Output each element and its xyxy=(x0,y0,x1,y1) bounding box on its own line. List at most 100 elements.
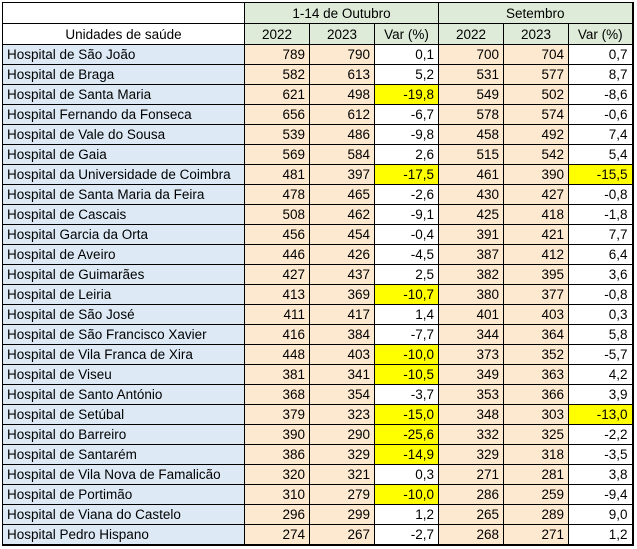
value-cell: 329 xyxy=(438,444,504,465)
variation-cell: -0,8 xyxy=(568,184,634,205)
table-row: Hospital do Barreiro 390 290 -25,6 332 325 -2,… xyxy=(2,424,634,445)
table-row: Hospital de Leiria 413 369 -10,7 380 377 -0,8 xyxy=(2,284,634,305)
value-cell: 421 xyxy=(503,224,569,245)
variation-cell: -3,7 xyxy=(374,384,439,405)
value-cell: 486 xyxy=(309,124,375,145)
hospital-name-cell: Hospital do Barreiro xyxy=(2,424,245,445)
hospital-name-cell: Hospital de Setúbal xyxy=(2,404,245,425)
value-cell: 329 xyxy=(309,444,375,465)
hospital-name-cell: Hospital de Guimarães xyxy=(2,264,245,285)
variation-cell: 7,4 xyxy=(568,124,634,145)
value-cell: 448 xyxy=(244,344,310,365)
variation-cell: -5,7 xyxy=(568,344,634,365)
table-row: Hospital de Cascais 508 462 -9,1 425 418 -1,8 xyxy=(2,204,634,225)
value-cell: 363 xyxy=(503,364,569,385)
table-row: Hospital de São Francisco Xavier 416 384 -7… xyxy=(2,324,634,345)
column-header-var-setembro: Var (%) xyxy=(568,23,634,45)
value-cell: 446 xyxy=(244,244,310,265)
hospital-name-cell: Hospital de Vila Nova de Famalicão xyxy=(2,464,245,485)
group-header-outubro: 1-14 de Outubro xyxy=(244,2,439,24)
column-header-var-outubro: Var (%) xyxy=(374,23,439,45)
variation-cell: -19,8 xyxy=(374,84,439,105)
variation-cell: -10,5 xyxy=(374,364,439,385)
value-cell: 354 xyxy=(309,384,375,405)
value-cell: 403 xyxy=(503,304,569,325)
variation-cell: 2,6 xyxy=(374,144,439,165)
table-row: Hospital de Braga 582 613 5,2 531 577 8,7 xyxy=(2,64,634,85)
value-cell: 323 xyxy=(309,404,375,425)
table-row: Hospital de Aveiro 446 426 -4,5 387 412 6,4 xyxy=(2,244,634,265)
variation-cell: -2,6 xyxy=(374,184,439,205)
value-cell: 325 xyxy=(503,424,569,445)
variation-cell: -0,8 xyxy=(568,284,634,305)
value-cell: 332 xyxy=(438,424,504,445)
table-row: Hospital de Vila Nova de Famalicão 320 321… xyxy=(2,464,634,485)
hospital-name-cell: Hospital de Aveiro xyxy=(2,244,245,265)
value-cell: 271 xyxy=(503,524,569,546)
value-cell: 569 xyxy=(244,144,310,165)
value-cell: 508 xyxy=(244,204,310,225)
variation-cell: 1,2 xyxy=(374,504,439,525)
value-cell: 584 xyxy=(309,144,375,165)
variation-cell: -25,6 xyxy=(374,424,439,445)
value-cell: 704 xyxy=(503,44,569,65)
table-row: Hospital Garcia da Orta 456 454 -0,4 391 421 7… xyxy=(2,224,634,245)
value-cell: 425 xyxy=(438,204,504,225)
column-header-row: Unidades de saúde 2022 2023 Var (%) 2022… xyxy=(2,23,634,45)
variation-cell: -10,7 xyxy=(374,284,439,305)
hospital-name-cell: Hospital de Viseu xyxy=(2,364,245,385)
table-row: Hospital de Santa Maria da Feira 478 465 -2… xyxy=(2,184,634,205)
value-cell: 390 xyxy=(244,424,310,445)
hospital-name-cell: Hospital de Cascais xyxy=(2,204,245,225)
variation-cell: -0,6 xyxy=(568,104,634,125)
value-cell: 417 xyxy=(309,304,375,325)
variation-cell: 9,0 xyxy=(568,504,634,525)
variation-cell: 2,5 xyxy=(374,264,439,285)
column-header-2022-setembro: 2022 xyxy=(438,23,504,45)
column-header-unidades: Unidades de saúde xyxy=(2,23,245,45)
value-cell: 348 xyxy=(438,404,504,425)
variation-cell: -17,5 xyxy=(374,164,439,185)
hospital-name-cell: Hospital de Vale do Sousa xyxy=(2,124,245,145)
table-row: Hospital Fernando da Fonseca 656 612 -6,7 57… xyxy=(2,104,634,125)
value-cell: 582 xyxy=(244,64,310,85)
value-cell: 286 xyxy=(438,484,504,505)
value-cell: 387 xyxy=(438,244,504,265)
value-cell: 267 xyxy=(309,524,375,546)
value-cell: 366 xyxy=(503,384,569,405)
value-cell: 430 xyxy=(438,184,504,205)
value-cell: 349 xyxy=(438,364,504,385)
variation-cell: -3,5 xyxy=(568,444,634,465)
hospital-name-cell: Hospital de Leiria xyxy=(2,284,245,305)
variation-cell: -8,6 xyxy=(568,84,634,105)
variation-cell: 3,8 xyxy=(568,464,634,485)
hospital-name-cell: Hospital de Vila Franca de Xira xyxy=(2,344,245,365)
value-cell: 379 xyxy=(244,404,310,425)
value-cell: 384 xyxy=(309,324,375,345)
variation-cell: 0,3 xyxy=(374,464,439,485)
variation-cell: -4,5 xyxy=(374,244,439,265)
value-cell: 427 xyxy=(244,264,310,285)
value-cell: 539 xyxy=(244,124,310,145)
value-cell: 386 xyxy=(244,444,310,465)
value-cell: 353 xyxy=(438,384,504,405)
variation-cell: 8,7 xyxy=(568,64,634,85)
value-cell: 574 xyxy=(503,104,569,125)
hospital-name-cell: Hospital Pedro Hispano xyxy=(2,524,245,546)
value-cell: 382 xyxy=(438,264,504,285)
value-cell: 401 xyxy=(438,304,504,325)
hospital-name-cell: Hospital Garcia da Orta xyxy=(2,224,245,245)
hospital-name-cell: Hospital de Santa Maria da Feira xyxy=(2,184,245,205)
value-cell: 265 xyxy=(438,504,504,525)
value-cell: 373 xyxy=(438,344,504,365)
variation-cell: -9,8 xyxy=(374,124,439,145)
value-cell: 492 xyxy=(503,124,569,145)
hospital-name-cell: Hospital de Santarém xyxy=(2,444,245,465)
table-row: Hospital Pedro Hispano 274 267 -2,7 268 271 1,… xyxy=(2,524,634,546)
variation-cell: 5,8 xyxy=(568,324,634,345)
variation-cell: -1,8 xyxy=(568,204,634,225)
value-cell: 515 xyxy=(438,144,504,165)
hospital-name-cell: Hospital de Braga xyxy=(2,64,245,85)
